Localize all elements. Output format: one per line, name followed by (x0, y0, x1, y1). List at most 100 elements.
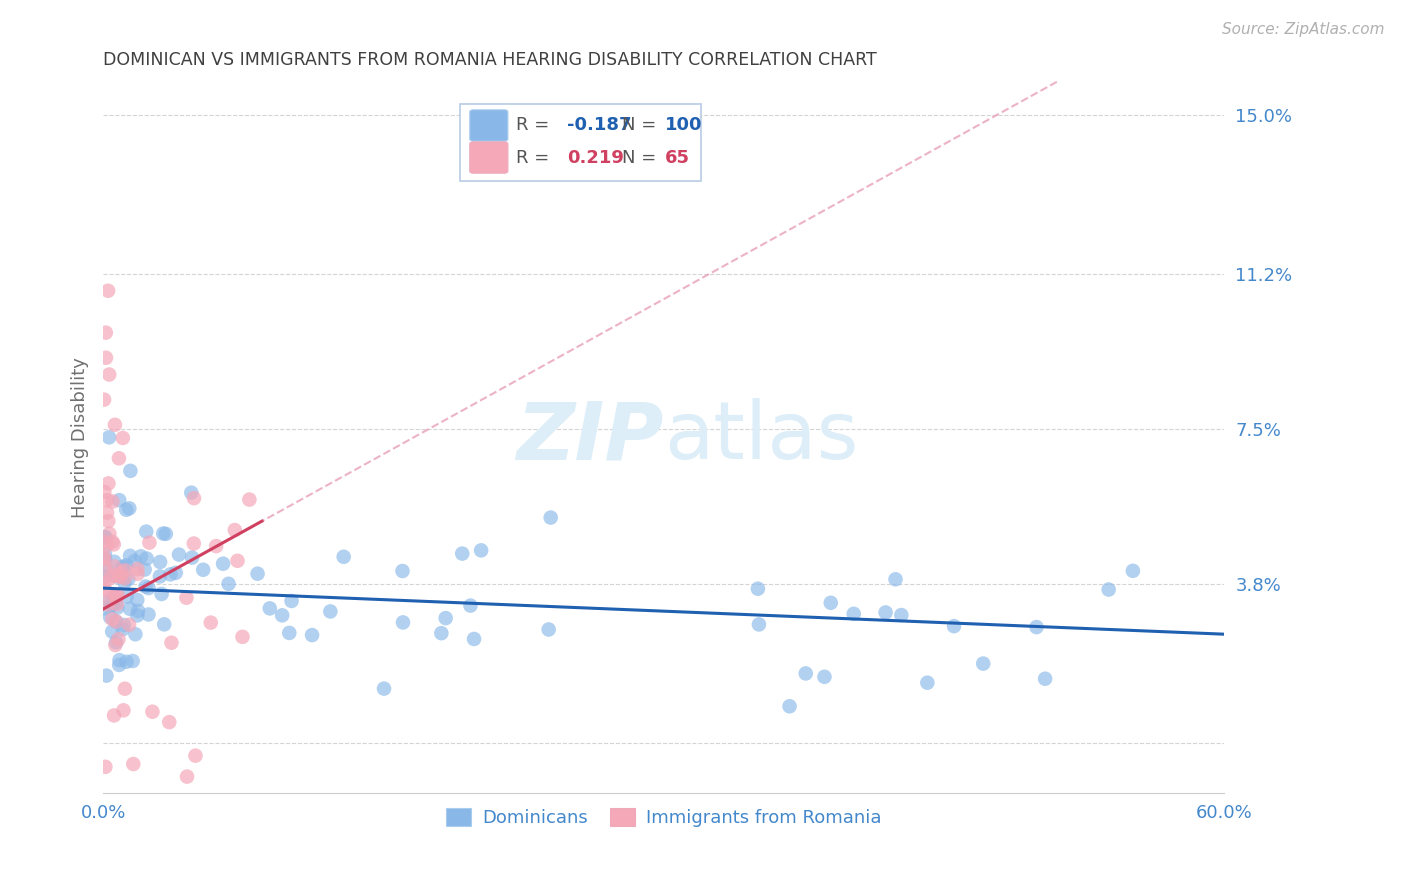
Point (127, 604, 149, 618)
Point (183, 536, 205, 550)
Point (103, 568, 125, 582)
Point (159, 567, 181, 582)
Point (97, 284, 120, 298)
Point (114, 571, 136, 585)
Point (108, 653, 131, 667)
Point (160, 636, 183, 650)
FancyBboxPatch shape (470, 110, 508, 141)
Point (212, 557, 235, 571)
Point (112, 618, 135, 632)
Point (259, 601, 281, 615)
Point (112, 703, 135, 717)
Point (94, 531, 117, 545)
Point (94, 326, 117, 340)
Point (104, 638, 127, 652)
Point (111, 561, 134, 575)
Point (94, 547, 117, 561)
Point (103, 590, 125, 604)
Point (434, 611, 457, 625)
Point (138, 607, 160, 622)
Point (120, 464, 142, 478)
Text: DOMINICAN VS IMMIGRANTS FROM ROMANIA HEARING DISABILITY CORRELATION CHART: DOMINICAN VS IMMIGRANTS FROM ROMANIA HEA… (103, 51, 877, 69)
Point (94, 530, 117, 544)
Point (301, 628, 323, 642)
Point (183, 491, 205, 505)
Point (149, 569, 172, 583)
Point (193, 563, 215, 577)
Point (463, 632, 485, 646)
Point (93, 549, 115, 564)
Point (103, 555, 125, 569)
Point (97, 476, 120, 491)
Point (122, 757, 145, 772)
Point (96, 493, 118, 508)
Point (105, 597, 128, 611)
Point (460, 599, 482, 613)
Point (104, 417, 127, 432)
Point (107, 632, 129, 647)
Point (124, 627, 146, 641)
Point (101, 494, 124, 508)
Point (105, 569, 128, 583)
Text: N =: N = (623, 117, 662, 135)
Point (224, 523, 246, 537)
Point (104, 596, 127, 610)
Point (890, 608, 912, 623)
Point (540, 510, 562, 524)
Point (157, 715, 180, 730)
Point (96, 565, 118, 579)
Point (943, 619, 966, 633)
Point (107, 588, 129, 602)
Point (152, 526, 174, 541)
Point (105, 615, 128, 629)
Point (94, 351, 117, 365)
Point (111, 559, 134, 574)
Point (104, 590, 127, 604)
Point (332, 549, 354, 564)
Point (118, 501, 141, 516)
Point (884, 572, 907, 586)
Point (93, 392, 115, 407)
Point (108, 451, 131, 466)
Legend: Dominicans, Immigrants from Romania: Dominicans, Immigrants from Romania (439, 800, 889, 834)
Point (747, 582, 769, 596)
Point (124, 554, 146, 568)
Point (205, 539, 228, 553)
Y-axis label: Hearing Disability: Hearing Disability (72, 357, 89, 517)
Point (94, 552, 117, 566)
Point (120, 549, 142, 563)
Point (138, 535, 160, 549)
Point (127, 608, 149, 623)
Point (114, 681, 136, 696)
Point (110, 570, 132, 584)
Point (271, 608, 294, 623)
Point (93, 535, 115, 549)
Point (115, 502, 138, 516)
Point (98, 430, 121, 444)
Point (1098, 582, 1121, 597)
Point (231, 630, 253, 644)
Point (134, 563, 156, 577)
Point (110, 566, 132, 580)
Point (98, 610, 121, 624)
Point (218, 576, 240, 591)
Point (1025, 620, 1047, 634)
Point (115, 590, 138, 604)
Point (101, 624, 124, 639)
Point (373, 681, 395, 696)
Point (319, 604, 342, 618)
Text: R =: R = (516, 117, 555, 135)
Point (93, 582, 115, 597)
Point (93, 575, 115, 590)
Point (226, 554, 249, 568)
Point (115, 655, 138, 669)
Point (181, 550, 204, 565)
Point (108, 657, 131, 672)
Point (121, 654, 143, 668)
Point (101, 534, 124, 549)
Point (93, 551, 115, 566)
Point (176, 591, 198, 605)
Point (184, 748, 207, 763)
Point (127, 566, 149, 581)
Point (150, 587, 173, 601)
